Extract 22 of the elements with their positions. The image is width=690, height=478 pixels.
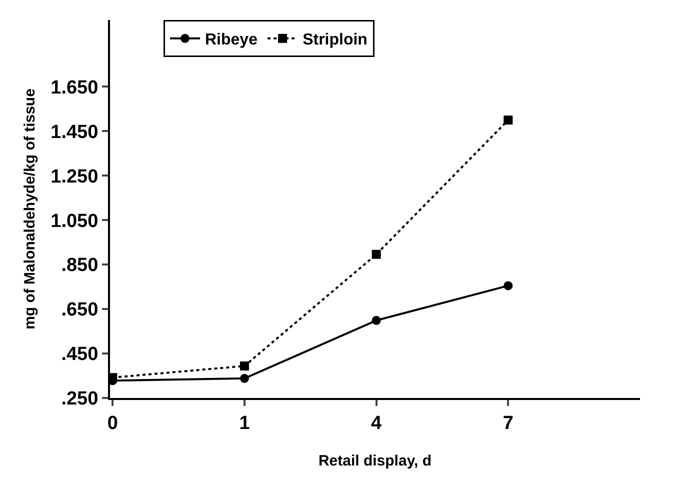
point xyxy=(504,116,513,125)
point xyxy=(240,361,249,370)
x-tick-label: 4 xyxy=(371,412,382,434)
legend-label: Ribeye xyxy=(205,32,258,49)
legend-label: Striploin xyxy=(302,32,368,49)
point xyxy=(240,374,249,383)
point xyxy=(372,316,381,325)
y-tick-label: 1.650 xyxy=(50,77,98,98)
x-tick-label: 0 xyxy=(107,412,118,434)
y-tick-label: .250 xyxy=(61,388,98,410)
x-tick-label: 7 xyxy=(502,412,514,434)
y-tick-label: 1.050 xyxy=(50,210,98,232)
y-tick-label: 1.450 xyxy=(50,122,98,143)
y-tick-label: .650 xyxy=(61,300,98,321)
y-tick-label: 1.250 xyxy=(50,166,98,188)
y-tick-label: .850 xyxy=(61,255,98,276)
point xyxy=(504,281,513,290)
point xyxy=(372,250,381,259)
y-tick-label: .450 xyxy=(61,344,98,366)
y-axis-title: mg of Malonaldehyde/kg of tissue xyxy=(21,88,38,330)
x-tick-label: 1 xyxy=(239,412,250,434)
x-axis-title: Retail display, d xyxy=(318,452,432,470)
